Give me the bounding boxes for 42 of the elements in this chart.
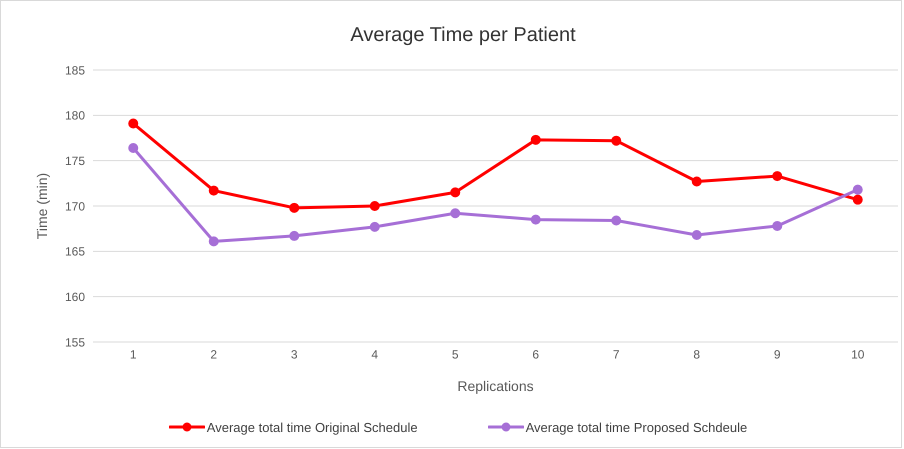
x-tick-label: 3 <box>290 348 298 362</box>
y-tick-label: 180 <box>64 108 86 123</box>
x-tick-label: 5 <box>452 348 459 362</box>
x-tick-label: 4 <box>371 348 378 362</box>
point <box>370 222 380 232</box>
point <box>530 214 541 225</box>
x-tick-label: 7 <box>612 348 620 362</box>
legend-label: Average total time Original Schedule <box>206 420 418 434</box>
point <box>852 194 863 205</box>
point <box>450 187 460 198</box>
point <box>852 184 863 195</box>
y-axis-title: Time (min) <box>34 172 50 240</box>
point <box>128 118 138 128</box>
point <box>692 176 702 187</box>
x-tick-label: 8 <box>693 348 700 362</box>
x-tick-label: 10 <box>851 348 865 362</box>
point <box>611 216 622 226</box>
point <box>370 201 380 211</box>
point <box>530 134 541 145</box>
point <box>289 230 300 241</box>
point <box>450 208 460 218</box>
point <box>289 202 300 213</box>
y-tick-label: 165 <box>64 244 86 259</box>
x-axis-title: Replications <box>457 378 534 394</box>
chart-title: Average Time per Patient <box>349 24 577 47</box>
legend-label: Average total time Proposed Schdeule <box>526 420 748 434</box>
x-tick-label: 2 <box>210 348 218 362</box>
y-tick-label: 175 <box>64 154 86 168</box>
x-tick-label: 6 <box>532 348 540 362</box>
y-tick-label: 160 <box>64 290 86 304</box>
point <box>772 171 782 182</box>
y-tick-label: 185 <box>64 63 86 78</box>
point <box>692 230 702 240</box>
point <box>208 236 219 246</box>
point <box>611 136 622 146</box>
y-tick-label: 155 <box>64 335 86 350</box>
point <box>208 186 219 196</box>
x-tick-label: 1 <box>130 348 137 362</box>
x-tick-label: 9 <box>774 348 781 362</box>
point <box>128 142 138 153</box>
y-tick-label: 170 <box>64 199 86 214</box>
point <box>772 220 782 231</box>
